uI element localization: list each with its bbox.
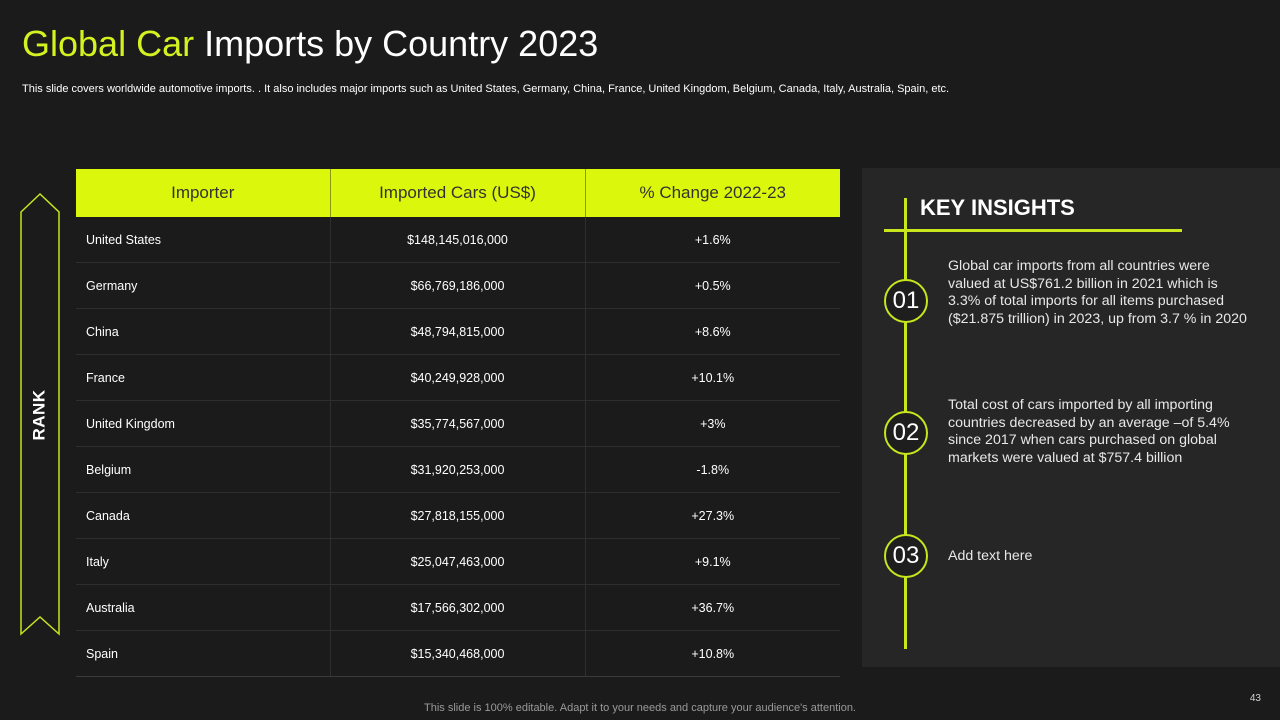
importer-cell: Australia [76,584,331,631]
change-cell: +27.3% [585,492,840,539]
change-cell: +3% [585,400,840,447]
table-row: Germany $66,769,186,000 +0.5% [76,262,840,309]
importer-cell: Germany [76,262,331,309]
imports-table: Importer Imported Cars (US$) % Change 20… [76,169,840,677]
change-cell: +10.1% [585,354,840,401]
table-row: Australia $17,566,302,000 +36.7% [76,584,840,631]
insight-number-badge: 01 [884,279,928,323]
table-row: Italy $25,047,463,000 +9.1% [76,538,840,585]
table-row: Canada $27,818,155,000 +27.3% [76,492,840,539]
value-cell: $35,774,567,000 [330,400,586,447]
value-cell: $17,566,302,000 [330,584,586,631]
value-cell: $148,145,016,000 [330,217,586,263]
importer-cell: China [76,308,331,355]
insights-title-underline [884,229,1182,232]
table-row: United States $148,145,016,000 +1.6% [76,217,840,263]
insight-text: Global car imports from all countries we… [948,258,1247,327]
table-row: Belgium $31,920,253,000 -1.8% [76,446,840,493]
change-cell: +1.6% [585,217,840,263]
table-header-row: Importer Imported Cars (US$) % Change 20… [76,169,840,217]
importer-cell: United States [76,217,331,263]
page-title: Global Car Imports by Country 2023 [22,22,598,66]
key-insights-title: KEY INSIGHTS [920,195,1075,220]
title-accent: Global Car [22,23,195,64]
importer-cell: Spain [76,630,331,677]
value-cell: $31,920,253,000 [330,446,586,493]
table-row: China $48,794,815,000 +8.6% [76,308,840,355]
value-cell: $48,794,815,000 [330,308,586,355]
change-cell: +36.7% [585,584,840,631]
table-row: France $40,249,928,000 +10.1% [76,354,840,401]
rank-ribbon-shape [20,192,60,636]
importer-cell: United Kingdom [76,400,331,447]
rank-label: RANK [30,389,50,441]
key-insights-panel [862,168,1280,667]
insight-number-badge: 02 [884,411,928,455]
header-percent-change: % Change 2022-23 [584,169,840,217]
page-number: 43 [1249,693,1261,704]
title-rest: Imports by Country 2023 [194,23,599,64]
change-cell: +0.5% [585,262,840,309]
value-cell: $25,047,463,000 [330,538,586,585]
importer-cell: Italy [76,538,331,585]
table-row: Spain $15,340,468,000 +10.8% [76,630,840,677]
change-cell: -1.8% [585,446,840,493]
value-cell: $15,340,468,000 [330,630,586,677]
header-importer: Importer [76,169,331,217]
value-cell: $40,249,928,000 [330,354,586,401]
value-cell: $66,769,186,000 [330,262,586,309]
change-cell: +10.8% [585,630,840,677]
insight-text: Total cost of cars imported by all impor… [948,397,1230,466]
table-row: United Kingdom $35,774,567,000 +3% [76,400,840,447]
insight-number-badge: 03 [884,534,928,578]
insight-text: Add text here [948,548,1033,564]
importer-cell: France [76,354,331,401]
change-cell: +9.1% [585,538,840,585]
footer-note: This slide is 100% editable. Adapt it to… [424,702,856,714]
header-imported-cars: Imported Cars (US$) [329,169,586,217]
value-cell: $27,818,155,000 [330,492,586,539]
importer-cell: Canada [76,492,331,539]
slide-description: This slide covers worldwide automotive i… [22,83,950,95]
importer-cell: Belgium [76,446,331,493]
change-cell: +8.6% [585,308,840,355]
